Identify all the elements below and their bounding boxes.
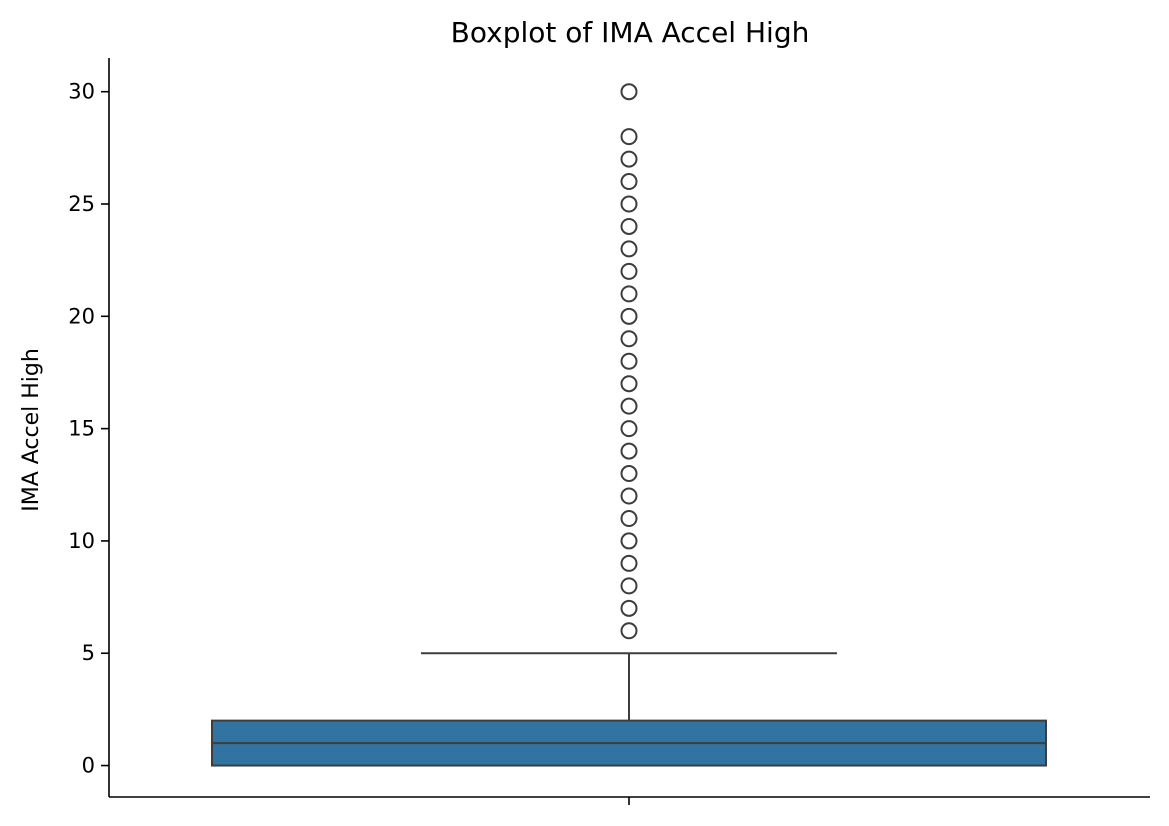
y-tick-label: 15 [68, 417, 95, 441]
outlier-point [620, 442, 638, 460]
outlier-point [620, 150, 638, 168]
outlier-point [620, 465, 638, 483]
y-tick-label: 20 [68, 304, 95, 328]
y-tick-label: 30 [68, 80, 95, 104]
y-tick-label: 0 [82, 754, 95, 778]
outlier-point [620, 352, 638, 370]
plot-area [211, 83, 1047, 767]
y-tick-label: 25 [68, 192, 95, 216]
outlier-point [620, 599, 638, 617]
y-tick-label: 10 [68, 529, 95, 553]
outlier-point [620, 397, 638, 415]
outlier-point [620, 487, 638, 505]
outlier-point [620, 420, 638, 438]
outlier-point [620, 83, 638, 101]
outlier-point [620, 262, 638, 280]
outlier-point [620, 622, 638, 640]
outlier-point [620, 509, 638, 527]
outlier-point [620, 173, 638, 191]
outlier-point [620, 217, 638, 235]
outlier-point [620, 128, 638, 146]
y-tick-label: 5 [82, 641, 95, 665]
outlier-point [620, 195, 638, 213]
y-axis-label: IMA Accel High [19, 348, 44, 512]
outlier-point [620, 375, 638, 393]
outlier-point [620, 554, 638, 572]
outlier-point [620, 240, 638, 258]
outlier-point [620, 285, 638, 303]
axes: 0 5 10 15 20 25 30 [68, 58, 1150, 805]
outlier-point [620, 330, 638, 348]
outlier-point [620, 577, 638, 595]
chart-title: Boxplot of IMA Accel High [451, 16, 810, 49]
outlier-point [620, 307, 638, 325]
outlier-point [620, 532, 638, 550]
